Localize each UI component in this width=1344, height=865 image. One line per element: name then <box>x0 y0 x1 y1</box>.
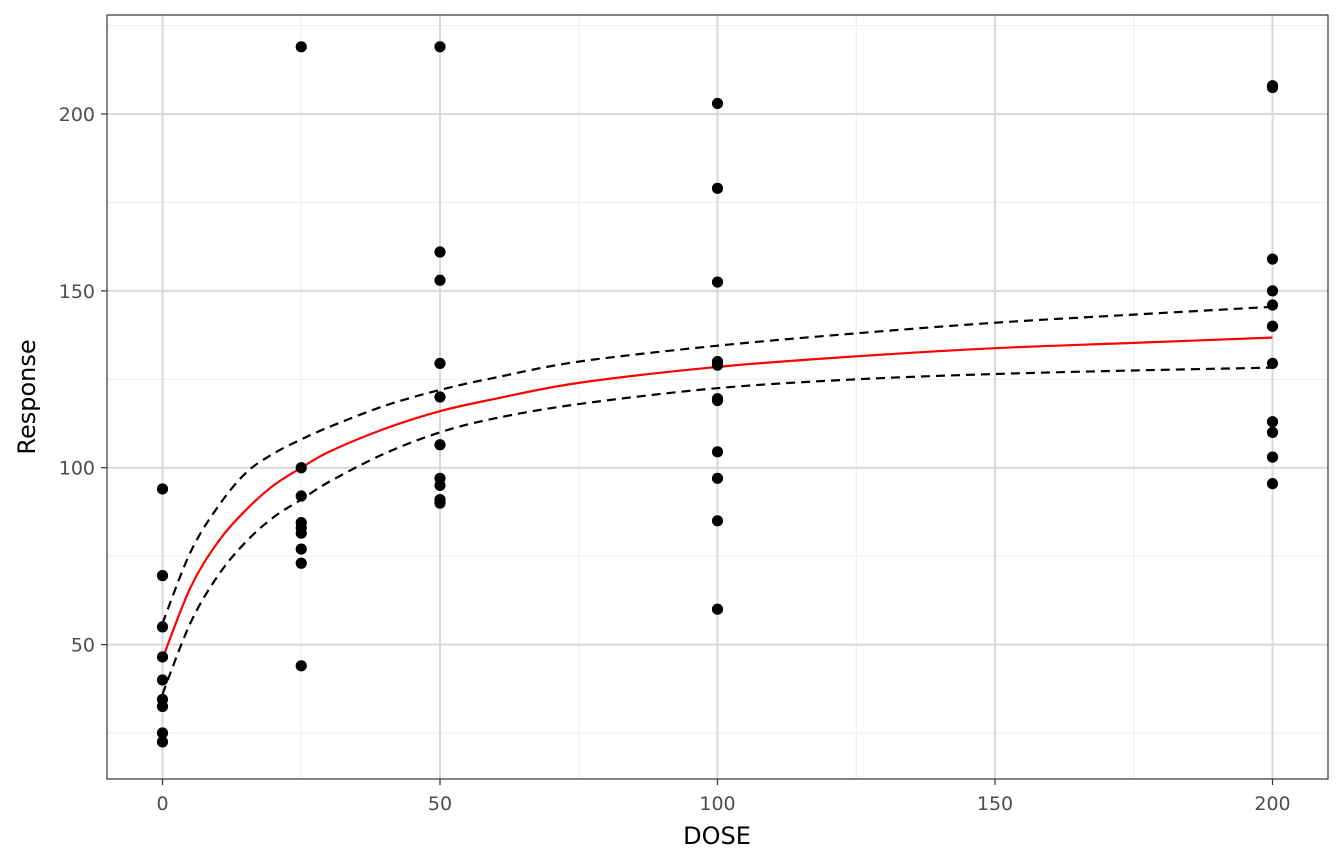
x-tick-label: 50 <box>428 793 452 815</box>
data-point <box>1266 357 1279 369</box>
data-point <box>1266 426 1279 438</box>
x-tick-label: 0 <box>156 793 168 815</box>
data-point <box>434 479 446 492</box>
data-point <box>434 274 446 286</box>
data-point <box>156 727 169 739</box>
data-point <box>711 603 724 615</box>
data-point <box>1266 416 1279 428</box>
upper-confidence-line <box>161 305 1273 624</box>
data-point <box>711 359 724 371</box>
data-point <box>434 41 446 53</box>
data-point <box>711 97 724 110</box>
data-point <box>1266 285 1279 297</box>
data-point <box>434 357 446 369</box>
x-axis: 0 50 100 150 200 <box>156 779 1291 815</box>
data-points <box>156 41 1279 748</box>
data-point <box>156 700 169 713</box>
data-point <box>156 736 169 748</box>
data-point <box>156 621 169 633</box>
data-point <box>711 446 724 458</box>
data-point <box>1266 299 1279 311</box>
x-tick-label: 200 <box>1254 793 1290 815</box>
y-tick-label: 100 <box>59 458 95 480</box>
data-point <box>711 472 724 484</box>
data-point <box>156 570 169 582</box>
fitted-curve <box>161 336 1273 660</box>
data-point <box>1266 478 1279 490</box>
y-axis: 50 100 150 200 <box>59 104 107 657</box>
data-point <box>156 483 169 495</box>
data-point <box>434 391 446 403</box>
data-point <box>711 276 724 288</box>
y-axis-title: Response <box>13 339 41 454</box>
data-point <box>434 246 446 258</box>
data-point <box>295 490 307 502</box>
y-tick-label: 150 <box>59 281 95 303</box>
data-point <box>711 182 724 194</box>
data-point <box>295 41 307 53</box>
fit-curve-line <box>161 336 1273 660</box>
data-point <box>1266 253 1279 265</box>
x-axis-title: DOSE <box>683 822 751 850</box>
data-point <box>295 527 307 539</box>
confidence-band-lines <box>161 305 1273 695</box>
y-tick-label: 200 <box>59 104 95 126</box>
major-gridlines <box>107 15 1328 779</box>
data-point <box>1266 81 1279 94</box>
data-point <box>711 394 724 407</box>
data-point <box>156 651 169 663</box>
x-tick-label: 150 <box>977 793 1013 815</box>
data-point <box>1266 451 1279 463</box>
data-point <box>295 660 307 672</box>
data-point <box>434 497 446 509</box>
data-point <box>434 439 446 451</box>
data-point <box>156 674 169 686</box>
data-point <box>295 557 307 569</box>
data-point <box>295 543 307 555</box>
x-tick-label: 100 <box>699 793 735 815</box>
data-point <box>295 462 307 474</box>
y-tick-label: 50 <box>71 635 95 657</box>
data-point <box>711 515 724 527</box>
lower-confidence-line <box>161 366 1273 695</box>
data-point <box>1266 320 1279 332</box>
